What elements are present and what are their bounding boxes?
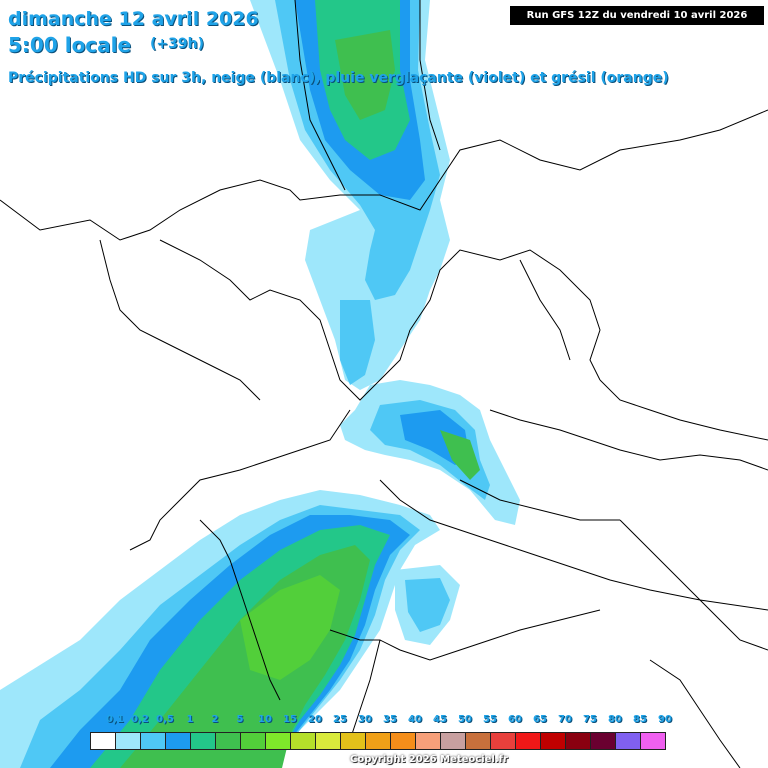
legend-swatch: [515, 732, 541, 750]
legend-label: 85: [633, 714, 647, 725]
legend-swatch: [340, 732, 366, 750]
legend-label: 15: [283, 714, 297, 725]
legend-label: 0,1: [106, 714, 124, 725]
legend-label: 0,2: [131, 714, 149, 725]
legend-label: 55: [483, 714, 497, 725]
legend-label: 2: [211, 714, 219, 725]
legend-label: 40: [408, 714, 422, 725]
legend-swatch: [215, 732, 241, 750]
legend-label: 45: [433, 714, 447, 725]
legend-swatch: [90, 732, 116, 750]
precip-band-southwest: [0, 490, 460, 768]
legend-swatch: [265, 732, 291, 750]
precip-band-north: [250, 0, 450, 390]
legend-label: 50: [458, 714, 472, 725]
precipitation-legend: 0,1 0,2 0,5 1 2 5 10 15 20 25 30 35 40 45 50 55 60 65 70 75…: [90, 714, 672, 754]
legend-swatch: [165, 732, 191, 750]
forecast-date: dimanche 12 avril 2026: [8, 8, 259, 30]
forecast-time: 5:00 locale: [8, 33, 132, 57]
legend-label: 35: [383, 714, 397, 725]
legend-swatch: [240, 732, 266, 750]
legend-label: 60: [508, 714, 522, 725]
legend-swatch: [365, 732, 391, 750]
legend-label: 90: [658, 714, 672, 725]
legend-swatch: [140, 732, 166, 750]
legend-label: 5: [236, 714, 244, 725]
run-info: Run GFS 12Z du vendredi 10 avril 2026: [510, 6, 764, 25]
legend-swatch: [415, 732, 441, 750]
legend-label: 80: [608, 714, 622, 725]
legend-swatch: [290, 732, 316, 750]
legend-swatch: [115, 732, 141, 750]
copyright: Copyright 2026 Meteociel.fr: [350, 754, 508, 765]
legend-label: 70: [558, 714, 572, 725]
legend-swatch: [440, 732, 466, 750]
legend-swatch: [565, 732, 591, 750]
legend-label: 30: [358, 714, 372, 725]
map-subtitle: Précipitations HD sur 3h, neige (blanc),…: [8, 70, 669, 86]
legend-swatch: [465, 732, 491, 750]
legend-label: 25: [333, 714, 347, 725]
legend-label: 75: [583, 714, 597, 725]
legend-label: 65: [533, 714, 547, 725]
legend-swatch: [540, 732, 566, 750]
legend-label: 0,5: [156, 714, 174, 725]
legend-swatch: [490, 732, 516, 750]
legend-swatch: [615, 732, 641, 750]
legend-swatch: [590, 732, 616, 750]
forecast-offset: (+39h): [150, 36, 204, 52]
legend-swatch: [315, 732, 341, 750]
legend-label: 1: [186, 714, 194, 725]
legend-swatch: [390, 732, 416, 750]
legend-swatch: [640, 732, 666, 750]
precip-band-central: [340, 380, 520, 525]
legend-label: 10: [258, 714, 272, 725]
legend-swatch: [190, 732, 216, 750]
legend-label: 20: [308, 714, 322, 725]
